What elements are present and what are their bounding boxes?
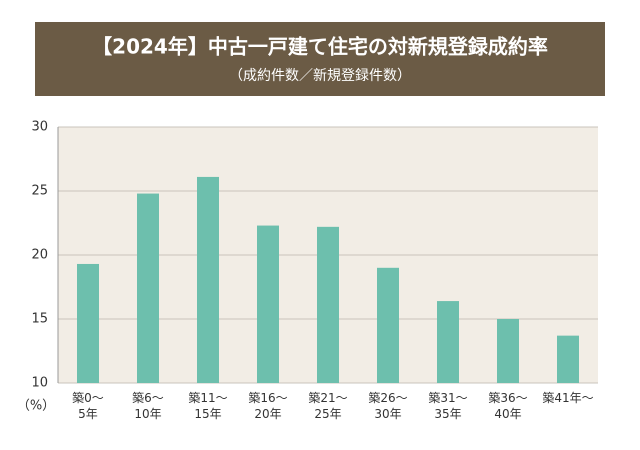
x-tick-label: 築31～ 35年 [428,391,468,421]
bar [377,267,399,383]
bar [257,225,279,383]
y-tick-label: 15 [31,312,48,327]
x-tick-label: 築11～ 15年 [188,391,228,421]
x-tick-label: 築16～ 20年 [248,391,288,421]
title-banner [35,22,605,96]
y-tick-label: 20 [31,248,48,263]
x-tick-label: 築36～ 40年 [488,391,528,421]
bar [77,263,99,383]
bar [197,176,219,383]
x-tick-label: 築41年～ [542,391,594,405]
y-unit: （%） [17,399,55,414]
y-tick-label: 25 [31,184,48,199]
chart-title: 【2024年】中古一戸建て住宅の対新規登録成約率 [92,35,548,59]
x-tick-label: 築26～ 30年 [368,391,408,421]
x-tick-label: 築0～ 5年 [72,391,104,421]
bar [497,319,519,383]
bar [557,335,579,383]
y-tick-label: 10 [31,376,48,391]
bar [137,193,159,383]
y-tick-label: 30 [31,120,48,135]
bar [317,226,339,383]
x-tick-label: 築6～ 10年 [132,391,164,421]
chart-subtitle: （成約件数／新規登録件数） [229,68,411,84]
bar [437,301,459,383]
x-tick-label: 築21～ 25年 [308,391,348,421]
